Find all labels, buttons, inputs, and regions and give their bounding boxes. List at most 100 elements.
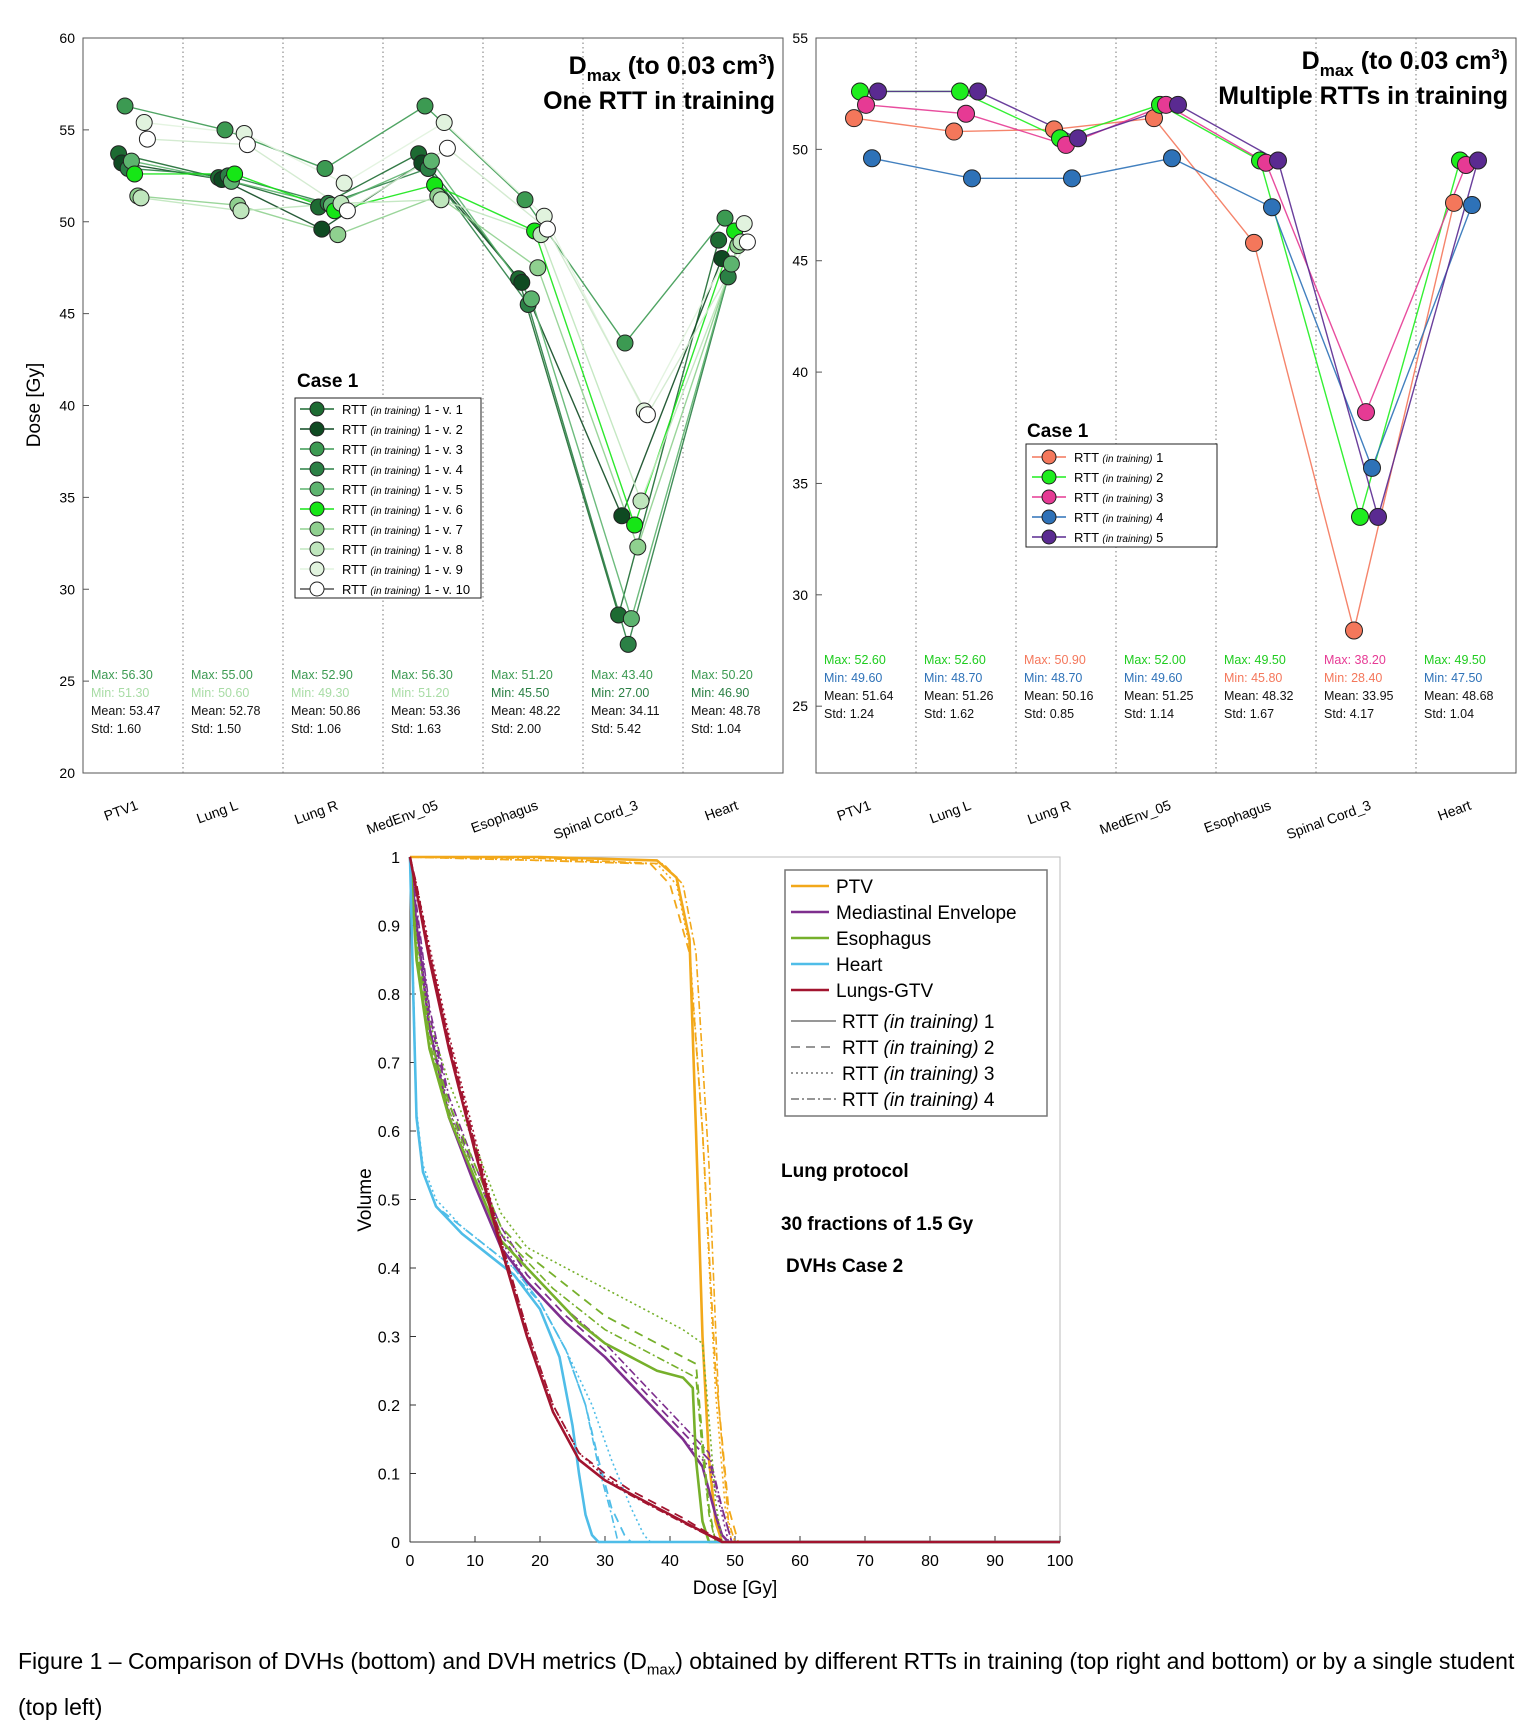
- legend-label-italic: (in training): [370, 486, 420, 497]
- x-tick-label: 0: [406, 1553, 415, 1570]
- y-tick-label: 0.9: [378, 919, 400, 936]
- x-tick-label: Esophagus: [469, 797, 540, 836]
- chart-top-left: 20 25 30 35 40 45 50 55 60 PTV1 Lung L Lung R MedEn…: [24, 30, 784, 842]
- legend-box-top-right: [1025, 443, 1218, 548]
- data-point: [132, 189, 150, 207]
- legend-label-prefix: RTT: [342, 482, 370, 497]
- stat-max: Max: 51.20: [491, 668, 553, 682]
- y-tick-label: 50: [59, 214, 75, 230]
- y-tick-label: 0.4: [378, 1261, 400, 1278]
- y-tick-label: 35: [792, 475, 808, 491]
- dvh-curve: [409, 856, 1060, 1543]
- data-point: [863, 149, 881, 168]
- legend-label-prefix: RTT: [342, 462, 370, 477]
- data-point: [857, 95, 875, 114]
- legend-label: RTT (in training) 4: [842, 1090, 995, 1111]
- legend-label: Lungs-GTV: [836, 981, 933, 1002]
- x-tick-label: 90: [986, 1553, 1004, 1570]
- legend-label-italic: (in training): [884, 1064, 979, 1085]
- legend-label-prefix: RTT: [1074, 510, 1102, 525]
- stat-std: Std: 1.67: [1224, 707, 1274, 721]
- legend-label: RTT (in training) 1 - v. 7: [342, 522, 463, 537]
- stat-std: Std: 1.60: [91, 722, 141, 736]
- y-tick-label: 1: [391, 850, 400, 867]
- x-tick-label: PTV1: [102, 797, 141, 824]
- dvh-curve: [409, 856, 1060, 1543]
- legend-marker: [309, 521, 325, 537]
- legend-label-prefix: RTT: [842, 1064, 884, 1085]
- x-tick-label: MedEnv_05: [364, 797, 440, 838]
- legend-label-prefix: RTT: [842, 1012, 884, 1033]
- data-point: [116, 97, 134, 115]
- legend-label-prefix: RTT: [342, 402, 370, 417]
- data-point: [738, 233, 756, 251]
- data-point: [538, 220, 556, 238]
- legend-label: RTT (in training) 1 - v. 1: [342, 402, 463, 417]
- data-point: [945, 122, 963, 141]
- stat-mean: Mean: 34.11: [591, 704, 660, 718]
- legend-label-italic: (in training): [884, 1090, 979, 1111]
- y-axis-label-top-left: Dose [Gy]: [24, 363, 45, 447]
- y-tick-label: 35: [59, 489, 75, 505]
- legend-label-suffix: 1: [979, 1012, 995, 1033]
- x-tick-label: Lung R: [1025, 797, 1073, 827]
- stat-min: Min: 28.40: [1324, 671, 1382, 685]
- data-point: [216, 121, 234, 139]
- legend-label-italic: (in training): [370, 546, 420, 557]
- stat-min: Min: 50.60: [191, 686, 249, 700]
- legend-label-suffix: 2: [979, 1038, 995, 1059]
- legend-label-suffix: 1 - v. 7: [420, 522, 462, 537]
- data-point: [951, 82, 969, 101]
- legend-label-prefix: RTT: [1074, 530, 1102, 545]
- stat-mean: Mean: 48.32: [1224, 689, 1294, 703]
- data-point: [629, 538, 647, 556]
- data-point: [226, 165, 244, 183]
- y-tick-label: 45: [792, 253, 808, 269]
- stat-std: Std: 1.24: [824, 707, 874, 721]
- legend-label: RTT (in training) 1 - v. 3: [342, 442, 463, 457]
- stat-std: Std: 1.14: [1124, 707, 1174, 721]
- dvh-curve: [409, 856, 1060, 1543]
- stat-min: Min: 49.60: [1124, 671, 1182, 685]
- data-point: [516, 191, 534, 209]
- chart-title-top-right: Dmax (to 0.03 cm3): [1302, 46, 1508, 80]
- data-point: [513, 273, 531, 291]
- x-tick-label: Heart: [702, 797, 740, 824]
- legend-label: Heart: [836, 955, 883, 976]
- y-tick-label: 20: [59, 765, 75, 781]
- legend-label-italic: (in training): [370, 466, 420, 477]
- data-point: [522, 290, 540, 308]
- x-axis-label-bottom: Dose [Gy]: [693, 1578, 777, 1599]
- data-point: [1369, 507, 1387, 526]
- legend-label: RTT (in training) 3: [1074, 490, 1163, 505]
- stat-std: Std: 2.00: [491, 722, 541, 736]
- legend-label: RTT (in training) 1 - v. 6: [342, 502, 463, 517]
- y-tick-label: 0.5: [378, 1193, 400, 1210]
- y-axis-label-bottom: Volume: [355, 1168, 376, 1231]
- legend-label-italic: (in training): [1102, 514, 1152, 525]
- stat-std: Std: 1.06: [291, 722, 341, 736]
- legend-title-top-right: Case 1: [1027, 421, 1089, 442]
- legend-label: RTT (in training) 1 - v. 8: [342, 542, 463, 557]
- legend-label-italic: (in training): [370, 406, 420, 417]
- data-point: [1445, 193, 1463, 212]
- dvh-curve: [409, 856, 1060, 1543]
- stat-mean: Mean: 50.86: [291, 704, 361, 718]
- data-point: [135, 114, 153, 132]
- legend-label-italic: (in training): [370, 526, 420, 537]
- legend-label-italic: (in training): [370, 426, 420, 437]
- data-point: [622, 610, 640, 628]
- stat-min: Min: 27.00: [591, 686, 649, 700]
- legend-label: RTT (in training) 1 - v. 2: [342, 422, 463, 437]
- figure-caption: Figure 1 – Comparison of DVHs (bottom) a…: [18, 1648, 1515, 1720]
- stat-max: Max: 50.20: [691, 668, 753, 682]
- stat-max: Max: 52.60: [824, 653, 886, 667]
- legend-marker: [1041, 469, 1057, 485]
- legend-bottom: PTV Mediastinal Envelope Esophagus Heart Lun…: [784, 869, 1048, 1117]
- legend-label-suffix: 1 - v. 2: [420, 422, 462, 437]
- legend-label-italic: (in training): [1102, 494, 1152, 505]
- dvh-curve: [409, 856, 1060, 1543]
- stat-mean: Mean: 52.78: [191, 704, 261, 718]
- data-point: [1069, 129, 1087, 148]
